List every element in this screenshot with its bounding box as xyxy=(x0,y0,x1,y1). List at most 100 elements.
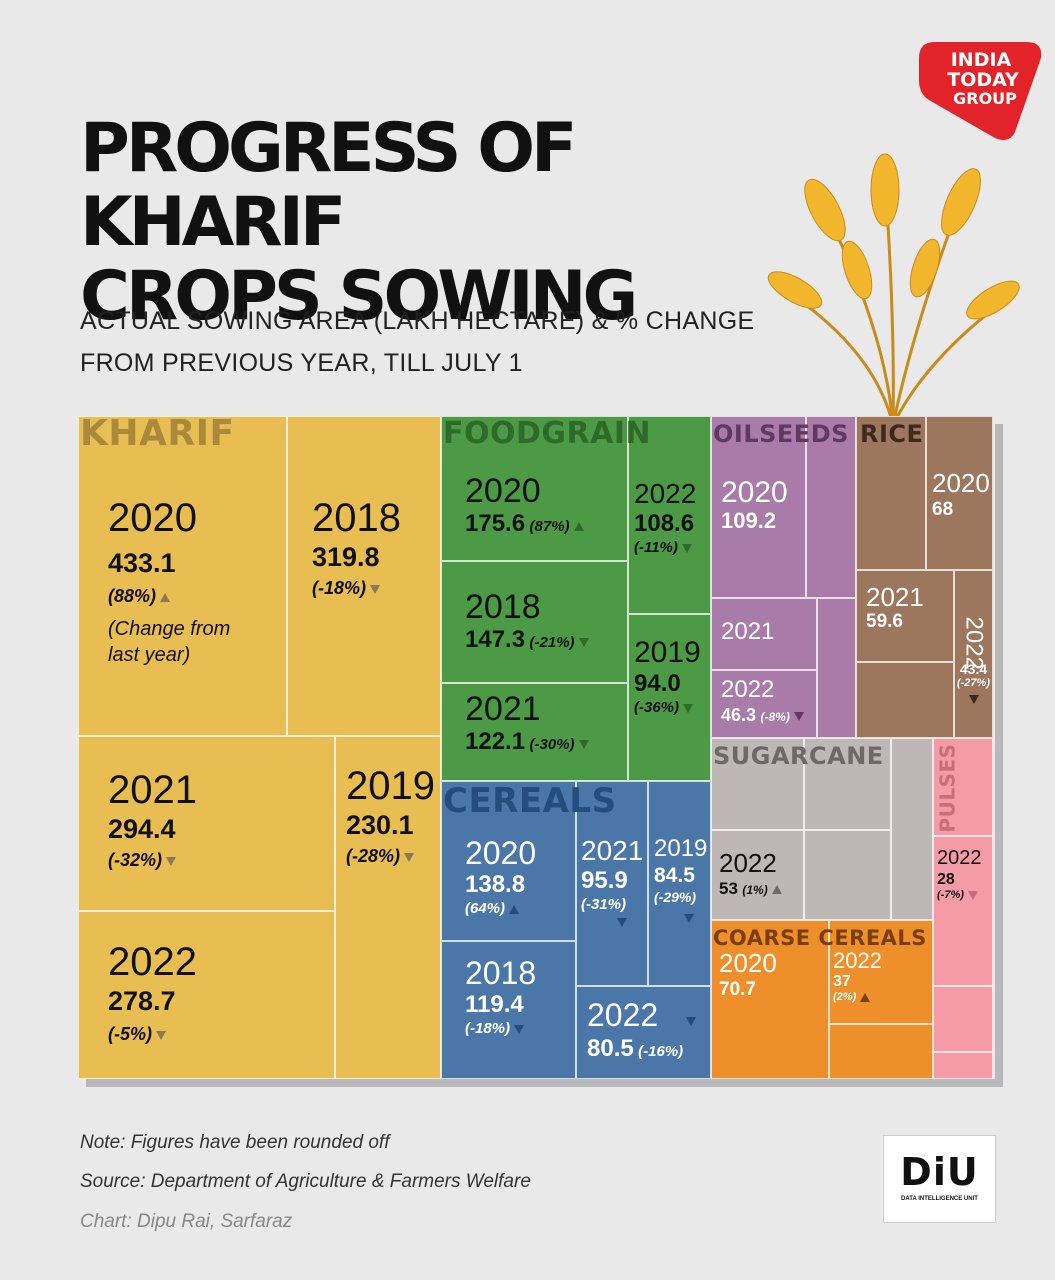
source-note: Source: Department of Agriculture & Farm… xyxy=(80,1171,531,1192)
change-label: (-8%) xyxy=(760,710,790,724)
down-arrow-icon xyxy=(370,584,381,594)
cell-oil-2022: 2022 46.3 (-8%) xyxy=(721,678,804,725)
india-today-logo: INDIA TODAY GROUP xyxy=(919,42,1042,140)
down-arrow-icon xyxy=(156,1030,166,1040)
group-label-oilseeds: OILSEEDS xyxy=(713,420,849,448)
diu-logo-text: DiU xyxy=(900,1150,979,1194)
cell-kharif-2019: 2019 230.1 (-28%) xyxy=(346,766,435,865)
cell-oil-2021: 2021 xyxy=(721,620,774,644)
value-label: 175.6 xyxy=(465,510,526,537)
down-arrow-icon xyxy=(683,703,694,713)
cell-fg-2020: 2020 175.6 (87%) xyxy=(465,474,584,536)
year-label: 2020 xyxy=(465,472,541,510)
up-arrow-icon xyxy=(160,592,171,602)
block-fg-2018 xyxy=(441,561,628,683)
change-label: (-32%) xyxy=(108,850,163,870)
block-kharif-2022 xyxy=(78,911,335,1079)
value-label: 108.6 xyxy=(634,510,695,537)
down-arrow-icon xyxy=(681,543,692,553)
block-pul-c xyxy=(933,1052,993,1079)
year-label: 2022 xyxy=(937,847,982,869)
treemap: KHARIF 2020 433.1 (88%) (Change from las… xyxy=(78,416,995,1079)
cell-cer-2022: 2022 80.5 (-16%) xyxy=(587,997,697,1061)
value-label: 68 xyxy=(932,499,954,520)
block-cc-2020 xyxy=(711,920,829,1079)
change-label: (-28%) xyxy=(346,846,401,866)
cell-pul-2022: 2022 28 (-7%) xyxy=(937,848,982,901)
change-label: (88%) xyxy=(108,586,157,606)
block-sug-c xyxy=(891,738,933,920)
block-kharif-2021 xyxy=(78,736,335,911)
cell-fg-2021: 2021 122.1 (-30%) xyxy=(465,692,589,754)
cell-rice-2020: 2020 68 xyxy=(932,470,990,519)
block-oil-2021 xyxy=(711,598,817,670)
value-label: 59.6 xyxy=(866,611,903,632)
credit-note: Chart: Dipu Rai, Sarfaraz xyxy=(80,1211,293,1232)
down-arrow-icon xyxy=(967,890,978,900)
block-pul-a xyxy=(933,738,993,836)
cell-cc-2022: 2022 37 (2%) xyxy=(833,950,882,1003)
chart-subtitle: ACTUAL SOWING AREA (LAKH HECTARE) & % CH… xyxy=(80,300,780,384)
block-cer-2022 xyxy=(576,986,711,1079)
subtitle-line-1: ACTUAL SOWING AREA (LAKH HECTARE) & % CH… xyxy=(80,307,755,335)
diu-logo-subtext: DATA INTELLIGENCE UNIT xyxy=(901,1196,978,1202)
up-arrow-icon xyxy=(860,992,871,1002)
up-arrow-icon xyxy=(573,522,584,532)
cell-cer-2020: 2020 138.8 (64%) xyxy=(465,837,536,916)
year-label: 2019 xyxy=(654,835,708,862)
value-label: 294.4 xyxy=(108,814,176,844)
block-cer-2019 xyxy=(648,781,711,986)
block-cer-2021 xyxy=(576,781,648,986)
block-cc-2022 xyxy=(829,920,933,1024)
block-kharif-2018 xyxy=(287,416,441,736)
block-kharif-2020 xyxy=(78,416,287,736)
note-label: (Change from xyxy=(108,618,231,640)
group-pulses: PULSES 2022 28 (-7%) xyxy=(933,738,993,1079)
value-label: 147.3 xyxy=(465,626,526,653)
cell-rice-2022: 2022 43.4 (-27%) xyxy=(954,616,993,705)
up-arrow-icon xyxy=(509,904,520,914)
block-fg-2019 xyxy=(628,614,711,781)
group-label-foodgrain: FOODGRAIN xyxy=(443,416,652,451)
block-fg-2020 xyxy=(441,416,628,561)
down-arrow-icon xyxy=(968,695,979,705)
change-label: (87%) xyxy=(529,518,570,535)
down-arrow-icon xyxy=(686,1017,697,1027)
group-sugarcane: SUGARCANE 2022 53 (1%) xyxy=(711,738,933,920)
year-label: 2022 xyxy=(587,997,659,1033)
year-label: 2020 xyxy=(719,948,777,978)
block-cer-2018 xyxy=(441,941,576,1079)
footnote: Note: Figures have been rounded off xyxy=(80,1132,390,1153)
cell-kharif-2021: 2021 294.4 (-32%) xyxy=(108,770,197,869)
cell-rice-2021: 2021 59.6 xyxy=(866,584,924,631)
change-label: (-18%) xyxy=(312,578,367,598)
block-sug-b xyxy=(804,738,891,830)
cell-cer-2018: 2018 119.4 (-18%) xyxy=(465,957,536,1036)
value-label: 84.5 xyxy=(654,864,695,887)
value-label: 122.1 xyxy=(465,728,526,755)
cell-fg-2019: 2019 94.0 (-36%) xyxy=(634,636,701,716)
block-oil-b xyxy=(817,598,856,738)
value-label: 109.2 xyxy=(721,508,777,533)
block-rice-2020 xyxy=(926,416,993,570)
cell-sug-2022: 2022 53 (1%) xyxy=(719,850,782,898)
value-label: 37 xyxy=(833,973,851,990)
year-label: 2022 xyxy=(634,478,697,509)
group-foodgrain: FOODGRAIN 2020 175.6 (87%) 2022 108.6 (-… xyxy=(441,416,711,781)
year-label: 2021 xyxy=(465,690,541,728)
year-label: 2019 xyxy=(634,636,701,669)
change-label: (-7%) xyxy=(937,889,964,901)
title-line-1: PROGRESS OF KHARIF xyxy=(80,109,577,262)
block-fg-2022 xyxy=(628,416,711,614)
year-label: 2020 xyxy=(932,468,990,498)
cell-kharif-2018: 2018 319.8 (-18%) xyxy=(312,498,401,597)
block-sug-a xyxy=(711,738,804,830)
change-label: (-27%) xyxy=(956,677,990,689)
year-label: 2020 xyxy=(108,496,197,540)
block-rice-2022 xyxy=(954,570,993,738)
block-pul-b xyxy=(933,986,993,1052)
down-arrow-icon xyxy=(404,852,415,862)
block-rice-2021 xyxy=(856,570,954,662)
group-label-coarse-cereals: COARSE CEREALS xyxy=(713,926,927,950)
